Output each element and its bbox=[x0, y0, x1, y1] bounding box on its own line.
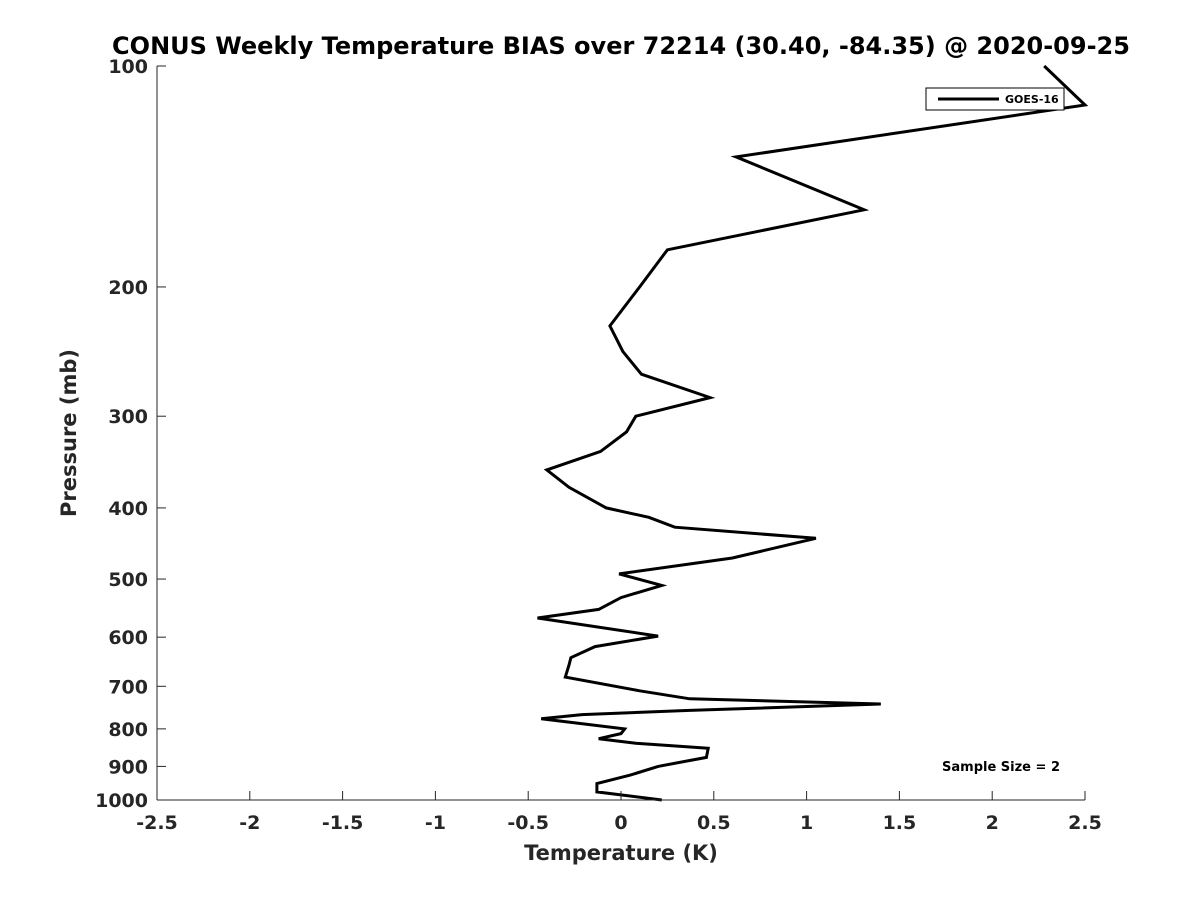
x-axis-label: Temperature (K) bbox=[524, 841, 718, 865]
x-tick-label: -2 bbox=[239, 812, 260, 834]
y-tick-label: 100 bbox=[108, 56, 148, 78]
x-tick-label: -1.5 bbox=[322, 812, 364, 834]
y-tick-label: 700 bbox=[108, 676, 148, 698]
y-tick-label: 200 bbox=[108, 277, 148, 299]
x-tick-label: 1.5 bbox=[883, 812, 917, 834]
x-tick-label: -0.5 bbox=[507, 812, 549, 834]
axes-layer bbox=[156, 66, 1085, 801]
x-tick-label: 0 bbox=[614, 812, 627, 834]
y-axis-label: Pressure (mb) bbox=[57, 349, 81, 517]
x-tick-label: -1 bbox=[425, 812, 446, 834]
y-tick-label: 400 bbox=[108, 498, 148, 520]
sample-size-annotation: Sample Size = 2 bbox=[942, 760, 1060, 775]
x-tick-label: 2.5 bbox=[1068, 812, 1102, 834]
x-tick-label: 2 bbox=[986, 812, 999, 834]
chart-title: CONUS Weekly Temperature BIAS over 72214… bbox=[112, 32, 1130, 60]
y-tick-label: 300 bbox=[108, 406, 148, 428]
series-line-goes-16 bbox=[537, 64, 1089, 802]
x-tick-label: -2.5 bbox=[136, 812, 178, 834]
series-layer bbox=[537, 64, 1089, 802]
y-tick-label: 900 bbox=[108, 756, 148, 778]
tick-layer: -2.5 -2 -1.5 -1 -0.5 0 0.5 1 1.5 2 2.5 100 200 300 400… bbox=[95, 56, 1102, 834]
legend: GOES-16 bbox=[925, 87, 1065, 111]
y-tick-label: 600 bbox=[108, 627, 148, 649]
y-tick-label: 800 bbox=[108, 719, 148, 741]
legend-label-goes-16: GOES-16 bbox=[1005, 93, 1059, 106]
x-tick-label: 1 bbox=[800, 812, 813, 834]
y-tick-label: 1000 bbox=[95, 790, 148, 812]
x-tick-label: 0.5 bbox=[697, 812, 731, 834]
y-tick-label: 500 bbox=[108, 569, 148, 591]
